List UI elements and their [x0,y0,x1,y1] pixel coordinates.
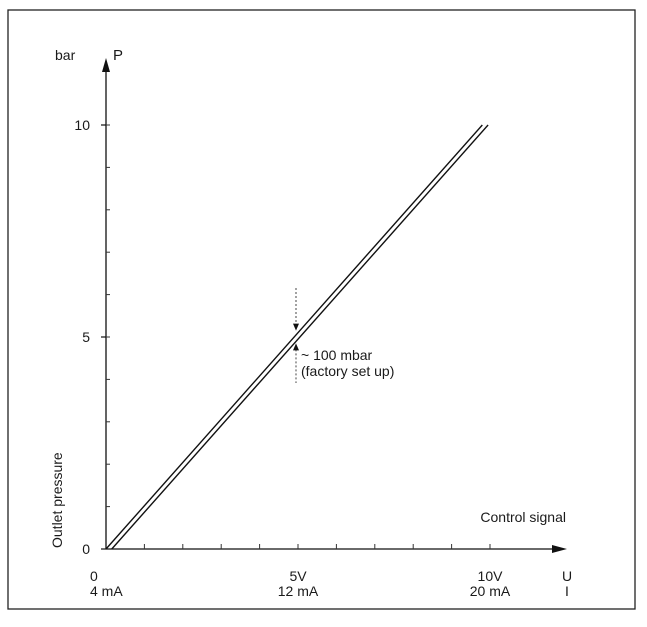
annotation-group: ~ 100 mbar(factory set up) [293,288,394,383]
series-line [111,124,489,550]
annotation-arrow-up [293,343,299,351]
y-tick-label: 0 [82,541,90,557]
y-axis-unit: bar [55,47,76,63]
x-axis-label: Control signal [480,509,566,525]
y-axis-arrow [102,58,110,72]
x-tick-label: 10V [478,568,504,584]
series-group [105,124,489,550]
x-tick-label: 12 mA [278,583,319,599]
x-tick-label: 0 [90,568,98,584]
x-tick-label: 5V [289,568,307,584]
y-axis-label: Outlet pressure [49,452,65,548]
series-line [105,124,483,550]
chart-frame [7,9,636,610]
y-tick-label: 10 [74,117,90,133]
annotation-label: ~ 100 mbar [301,347,373,363]
x-axis-unit-i: I [565,583,569,599]
x-axis-unit-u: U [562,568,572,584]
annotation-arrow-down [293,323,299,331]
minor-ticks [106,124,491,549]
x-axis-arrow [552,545,567,553]
annotation-label: (factory set up) [301,363,394,379]
y-tick-label: 5 [82,329,90,345]
x-tick-label: 20 mA [470,583,511,599]
y-axis-symbol: P [113,47,123,64]
x-tick-label: 4 mA [90,583,123,599]
